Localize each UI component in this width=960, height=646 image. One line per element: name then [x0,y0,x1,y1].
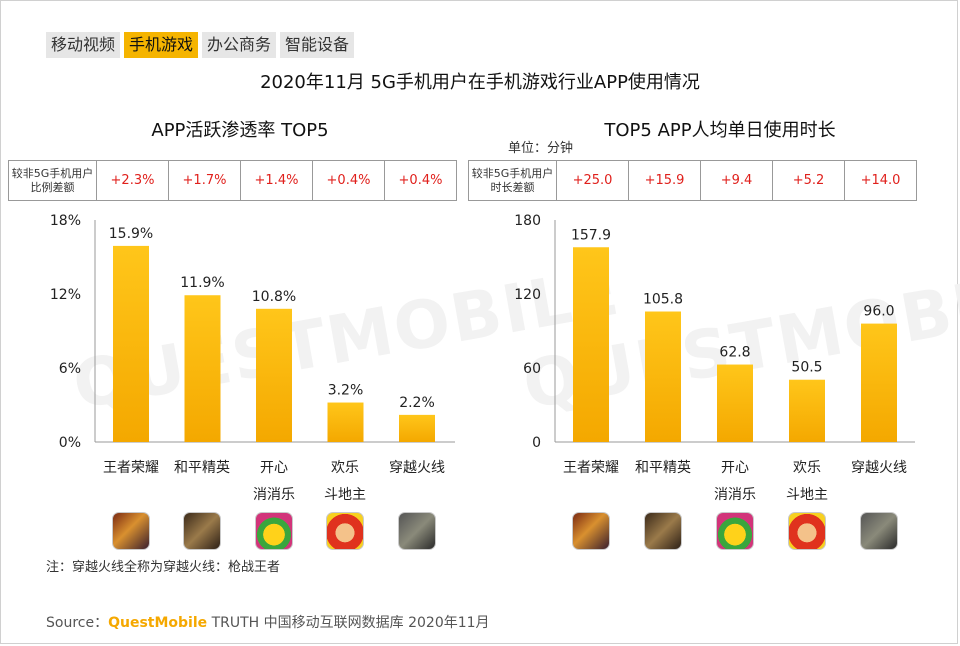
y-tick-label: 18% [50,213,81,229]
app-label: 开心 消消乐 [253,460,295,503]
y-tick-label: 0 [532,435,541,451]
tab-office[interactable]: 办公商务 [202,32,277,58]
footnote: 注：穿越火线全称为穿越火线：枪战王者 [46,560,281,575]
unit-label: 单位：分钟 [508,141,574,156]
source-line: Source：QuestMobile TRUTH 中国移动互联网数据库 2020… [46,612,490,632]
tab-video[interactable]: 移动视频 [46,32,121,58]
y-tick-label: 120 [514,287,541,303]
bar-value-label: 157.9 [571,227,611,243]
compare-value: +2.3% [96,160,169,201]
app-label: 和平精英 [635,460,691,476]
chuanyue-icon [398,512,436,550]
bar [645,311,681,442]
right-chart-title: TOP5 APP人均单日使用时长 [604,120,836,141]
app-label: 欢乐 斗地主 [786,460,828,503]
left-bar-chart: 0% 6% 12% 18% 15.9% 11.9% 10.8% 3.2% 2.2% [50,213,455,451]
app-label: 开心 消消乐 [714,460,756,503]
right-bar-chart: 0 60 120 180 157.9 105.8 62.8 50.5 96.0 [514,213,915,451]
app-label: 王者荣耀 [563,460,619,476]
xiaoxiaole-icon [716,512,754,550]
tab-mobile-games[interactable]: 手机游戏 [124,32,199,58]
bar-value-label: 62.8 [719,345,750,361]
compare-value: +0.4% [384,160,457,201]
bar-value-label: 10.8% [252,289,296,305]
bar-value-label: 15.9% [109,226,153,242]
bar [573,247,609,442]
app-label: 和平精英 [174,460,230,476]
right-compare-table: 较非5G手机用户时长差额 +25.0 +15.9 +9.4 +5.2 +14.0 [468,160,917,201]
source-rest: TRUTH 中国移动互联网数据库 2020年11月 [207,615,490,631]
bar [256,308,292,442]
wangzhe-icon [112,512,150,550]
compare-value: +15.9 [628,160,701,201]
y-tick-label: 6% [59,361,81,377]
compare-value: +25.0 [556,160,629,201]
tab-smart-devices[interactable]: 智能设备 [280,32,355,58]
bar-value-label: 3.2% [328,383,364,399]
compare-value: +1.4% [240,160,313,201]
app-label: 穿越火线 [851,460,907,476]
bar [184,295,221,442]
bar-value-label: 96.0 [863,304,894,320]
page-title: 2020年11月 5G手机用户在手机游戏行业APP使用情况 [260,72,700,93]
bar [399,414,435,442]
compare-value: +0.4% [312,160,385,201]
heping-icon [644,512,682,550]
wangzhe-icon [572,512,610,550]
bar-value-label: 50.5 [791,360,822,376]
xiaoxiaole-icon [255,512,293,550]
doudizhu-icon [326,512,364,550]
source-prefix: Source： [46,615,109,631]
left-compare-table: 较非5G手机用户比例差额 +2.3% +1.7% +1.4% +0.4% +0.… [8,160,457,201]
bar [861,323,897,442]
app-label: 王者荣耀 [103,460,159,476]
bar [327,402,364,442]
y-tick-label: 12% [50,287,81,303]
app-label: 欢乐 斗地主 [324,460,366,503]
app-label: 穿越火线 [389,460,445,476]
compare-header: 较非5G手机用户时长差额 [468,160,557,201]
bar [717,364,753,442]
y-tick-label: 0% [59,435,81,451]
bar [113,245,149,442]
compare-value: +5.2 [772,160,845,201]
left-chart-title: APP活跃渗透率 TOP5 [151,120,329,141]
bar [789,379,825,442]
doudizhu-icon [788,512,826,550]
source-brand: QuestMobile [108,615,208,631]
category-tabs: 移动视频 手机游戏 办公商务 智能设备 [46,32,355,58]
bar-value-label: 11.9% [180,275,224,291]
bar-value-label: 2.2% [399,395,435,411]
bar-value-label: 105.8 [643,292,683,308]
chuanyue-icon [860,512,898,550]
y-tick-label: 180 [514,213,541,229]
y-tick-label: 60 [523,361,541,377]
compare-header: 较非5G手机用户比例差额 [8,160,97,201]
compare-value: +14.0 [844,160,917,201]
heping-icon [183,512,221,550]
compare-value: +9.4 [700,160,773,201]
compare-value: +1.7% [168,160,241,201]
